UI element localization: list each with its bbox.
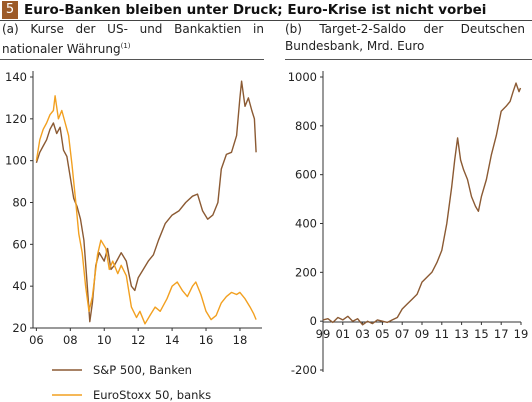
y-tick-label: 100 [5,154,27,168]
x-tick-label: 09 [415,327,430,341]
panel-a-title-text: (a) Kurse der US- und Bankaktien in nati… [2,22,264,56]
panel-b-rule [285,59,532,60]
x-tick-label: 07 [395,327,410,341]
y-tick-label: 80 [12,196,27,210]
figure-title-bar: 5 Euro-Banken bleiben unter Druck; Euro-… [0,0,532,20]
y-tick-label: 20 [12,321,27,335]
panel-a-title: (a) Kurse der US- und Bankaktien in nati… [2,21,264,58]
y-tick-label: 1000 [288,70,317,84]
figure-title: Euro-Banken bleiben unter Druck; Euro-Kr… [24,2,487,18]
x-tick-label: 05 [375,327,390,341]
series-line [322,82,522,326]
legend-label: S&P 500, Banken [93,363,192,377]
x-tick-label: 14 [165,333,180,347]
x-tick-label: 10 [97,333,112,347]
legend-label: EuroStoxx 50, banks [93,388,211,402]
x-tick-label: 13 [454,327,469,341]
x-tick-label: 11 [434,327,449,341]
y-tick-label: 140 [5,70,27,84]
y-tick-label: 400 [295,217,317,231]
x-tick-label: 99 [316,327,331,341]
x-tick-label: 03 [355,327,370,341]
x-tick-label: 17 [494,327,509,341]
title-rule [0,20,532,21]
y-tick-label: -200 [291,363,317,377]
y-tick-label: 120 [5,112,27,126]
figure-number-badge: 5 [2,1,18,19]
y-tick-label: 60 [12,237,27,251]
y-tick-label: 40 [12,279,27,293]
x-tick-label: 15 [474,327,489,341]
panel-b-title: (b) Target-2-Saldo der Deutschen Bundesb… [285,22,525,53]
y-tick-label: 0 [310,314,317,328]
x-tick-label: 19 [514,327,529,341]
x-tick-label: 08 [63,333,78,347]
y-tick-label: 800 [295,119,317,133]
series-line [35,95,257,325]
series-line [35,80,257,323]
x-tick-label: 01 [335,327,350,341]
y-tick-label: 200 [295,265,317,279]
x-tick-label: 16 [199,333,214,347]
panel-a-rule [0,59,264,60]
panel-a-footnote-mark: (1) [120,42,131,50]
x-tick-label: 06 [29,333,44,347]
x-tick-label: 12 [131,333,146,347]
x-tick-label: 18 [233,333,248,347]
y-tick-label: 600 [295,168,317,182]
